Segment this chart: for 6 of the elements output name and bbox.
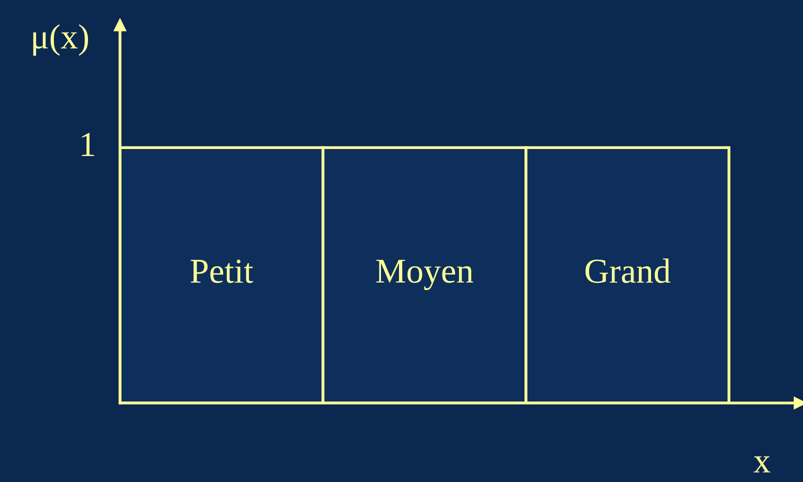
x-axis-title: x — [754, 456, 770, 472]
x-tick-label: Grand — [586, 258, 670, 283]
y-axis-title: μ(x) — [33, 24, 88, 56]
text: 1 — [82, 133, 94, 156]
x-tick-label: Petit — [190, 260, 254, 283]
x-tick-label: Moyen — [376, 260, 474, 290]
